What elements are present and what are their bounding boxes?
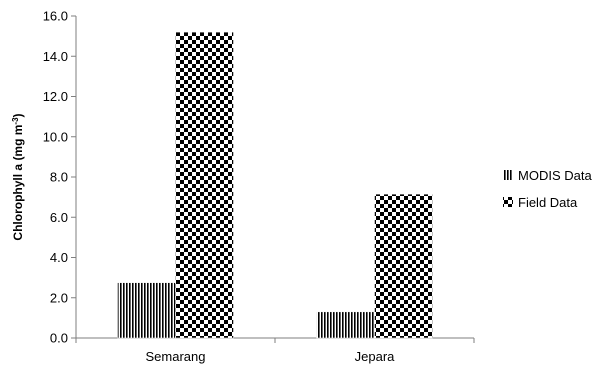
legend: MODIS Data Field Data: [503, 168, 592, 210]
x-tick-label: Semarang: [146, 349, 206, 364]
bar-field-data-semarang: [176, 32, 234, 338]
bar-modis-data-jepara: [317, 312, 375, 338]
y-tick-label: 0.0: [50, 331, 68, 346]
y-tick-label: 16.0: [43, 9, 68, 24]
bar-modis-data-semarang: [118, 283, 176, 338]
y-axis: 0.0 2.0 4.0 6.0 8.0 10.0 12.0 14.0 16.0: [43, 9, 76, 346]
y-tick-label: 14.0: [43, 49, 68, 64]
bar-field-data-jepara: [375, 194, 433, 338]
y-axis-title-main: Chlorophyll a (mg m: [11, 125, 25, 241]
legend-swatch-field-data: [503, 197, 513, 207]
legend-swatch-modis-data: [503, 170, 513, 180]
y-tick-label: 2.0: [50, 290, 68, 305]
y-tick-label: 6.0: [50, 210, 68, 225]
y-tick-label: 8.0: [50, 170, 68, 185]
bars: [118, 32, 433, 338]
y-tick-label: 12.0: [43, 89, 68, 104]
y-axis-title: Chlorophyll a (mg m-3): [11, 113, 26, 240]
x-tick-label: Jepara: [355, 349, 396, 364]
y-axis-title-close: ): [11, 113, 25, 117]
y-tick-label: 4.0: [50, 250, 68, 265]
x-axis: Semarang Jepara: [76, 338, 474, 364]
y-tick-label: 10.0: [43, 129, 68, 144]
legend-label: MODIS Data: [518, 168, 592, 183]
legend-label: Field Data: [518, 195, 578, 210]
